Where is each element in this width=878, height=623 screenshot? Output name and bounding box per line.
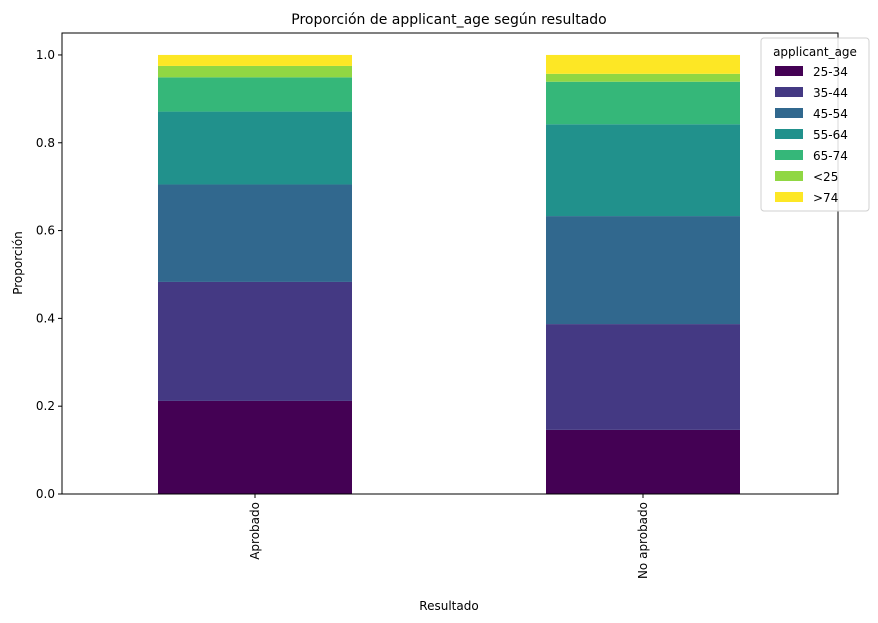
chart-title: Proporción de applicant_age según result…: [291, 12, 606, 28]
bar-segment-0-6: [158, 54, 352, 66]
legend-swatch: [775, 192, 803, 202]
legend-entry-label: 55-64: [813, 128, 848, 142]
y-tick-label: 1.0: [36, 48, 55, 62]
bar-segment-1-0: [546, 429, 740, 494]
legend-title: applicant_age: [773, 45, 857, 59]
legend-entry-label: 65-74: [813, 149, 848, 163]
legend-swatch: [775, 66, 803, 76]
bar-segment-0-2: [158, 184, 352, 282]
legend-items: 25-34 35-44 45-54 55-64 65-74 <25 >74: [775, 65, 848, 205]
legend: applicant_age 25-34 35-44 45-54 55-64 65-74 <…: [760, 37, 870, 212]
bar-segment-1-5: [546, 73, 740, 82]
legend-entry-label: >74: [813, 191, 838, 205]
bar-segment-0-1: [158, 281, 352, 401]
legend-frame: [760, 37, 870, 212]
legend-swatch: [775, 150, 803, 160]
bar-segment-1-2: [546, 216, 740, 325]
legend-swatch: [775, 87, 803, 97]
legend-entry-label: 25-34: [813, 65, 848, 79]
bar-segment-0-5: [158, 65, 352, 78]
legend-swatch: [775, 129, 803, 139]
legend-entry-label: <25: [813, 170, 838, 184]
x-tick-label: No aprobado: [636, 502, 650, 579]
bar-segment-1-1: [546, 324, 740, 430]
bar-segment-1-3: [546, 124, 740, 217]
legend-entry-label: 35-44: [813, 86, 848, 100]
bar-segment-1-4: [546, 81, 740, 125]
x-axis: Aprobado No aprobado: [248, 494, 650, 579]
y-tick-label: 0.2: [36, 399, 55, 413]
y-tick-label: 0.0: [36, 487, 55, 501]
bar-segment-0-0: [158, 400, 352, 494]
legend-swatch: [775, 108, 803, 118]
x-axis-label: Resultado: [419, 599, 478, 613]
legend-swatch: [775, 171, 803, 181]
y-tick-label: 0.8: [36, 136, 55, 150]
y-axis-label: Proporción: [11, 231, 25, 295]
bar-segment-0-3: [158, 111, 352, 185]
bar-segment-0-4: [158, 77, 352, 112]
bars-group: [158, 54, 740, 494]
legend-entry-label: 45-54: [813, 107, 848, 121]
bar-segment-1-6: [546, 54, 740, 74]
x-tick-label: Aprobado: [248, 502, 262, 560]
plot-frame: [61, 32, 839, 495]
y-tick-label: 0.6: [36, 224, 55, 238]
y-tick-label: 0.4: [36, 311, 55, 325]
y-axis: 0.0 0.2 0.4 0.6 0.8 1.0: [36, 48, 62, 501]
